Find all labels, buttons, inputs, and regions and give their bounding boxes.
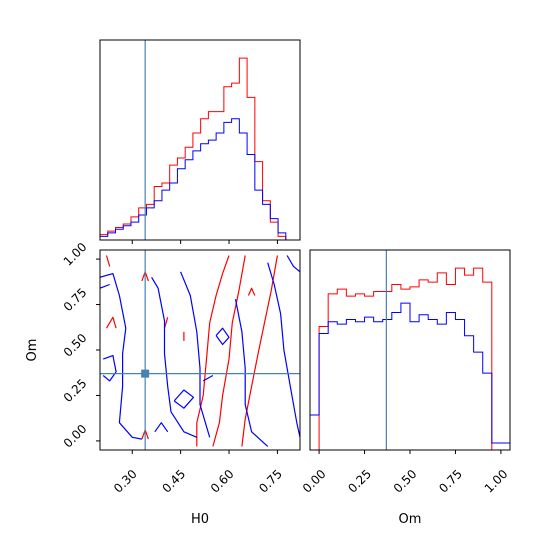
om-hist-xtick-label: 0.75 [436,467,465,496]
joint-xtick-label: 0.75 [256,467,285,496]
om-hist-series-2 [310,302,510,450]
om-hist-series-1 [310,267,510,450]
contour-series-2-line [286,255,300,273]
h0-hist-series-2 [100,118,294,240]
contour-series-2-line [215,327,230,346]
joint-xtick-label: 0.60 [208,467,237,496]
contour-series-2-line [154,422,169,433]
h0-hist-frame [99,39,301,241]
joint-ytick-label: 0.50 [61,331,90,360]
contour-series-2-line [173,389,195,409]
contour-series-1-line [196,255,230,447]
h0-histogram-panel [99,39,301,244]
contour-series-2-line [151,276,198,438]
om-hist-frame [309,249,511,451]
om-hist-xtick-label: 0.50 [391,467,420,496]
om-x-axis-label: Om [399,512,422,527]
om-y-axis-label: Om [25,339,40,362]
om-histogram-panel [309,249,511,454]
contour-series-1-line [212,255,246,447]
joint-contour-panel [96,249,301,454]
contour-series-2-line [100,283,110,289]
om-hist-xtick-label: 1.00 [482,467,511,496]
contour-series-1-line [105,316,117,329]
contour-series-2-line [202,374,214,382]
contour-series-2-line [100,273,143,440]
joint-ytick-label: 0.00 [61,422,90,451]
om-hist-xtick-label: 0.00 [300,467,329,496]
contour-series-1-line [105,255,111,267]
joint-frame [99,249,301,451]
contour-series-1-line [241,255,278,447]
joint-truth-marker [141,369,150,378]
h0-x-axis-label: H0 [191,512,209,527]
joint-ytick-label: 0.75 [61,285,90,314]
joint-ytick-label: 0.25 [61,376,90,405]
joint-xtick-label: 0.30 [111,467,140,496]
contour-series-2-line [234,298,269,447]
h0-hist-series-1 [100,57,294,240]
contour-series-2-line [102,354,117,382]
joint-xtick-label: 0.45 [159,467,188,496]
contour-series-1-line [247,287,256,296]
contour-series-2-line [267,262,300,438]
om-hist-xtick-label: 0.25 [345,467,374,496]
joint-ytick-label: 1.00 [61,240,90,269]
contour-series-2-line [180,271,211,438]
